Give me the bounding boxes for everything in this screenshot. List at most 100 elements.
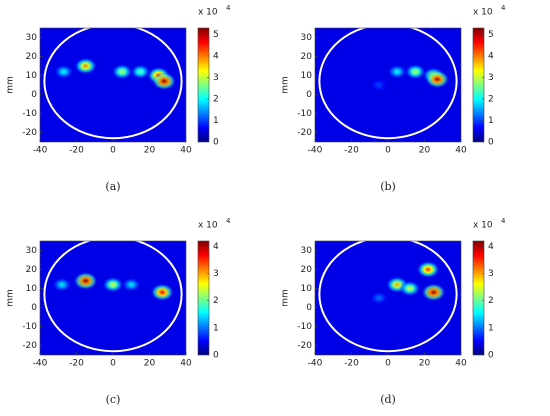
colorbar-tick-label: 5 <box>488 30 494 40</box>
x-tick-label: 0 <box>110 146 116 156</box>
colorbar-label: x 10 <box>473 221 493 231</box>
y-tick-label: -10 <box>22 322 37 332</box>
x-tick-label: 40 <box>180 146 192 156</box>
panel-label: (a) <box>105 180 120 193</box>
hotspot <box>369 291 388 305</box>
x-tick-label: -20 <box>69 146 84 156</box>
y-tick-label: 0 <box>306 303 312 313</box>
hotspot <box>102 276 124 293</box>
x-tick-label: 40 <box>180 359 192 369</box>
colorbar-tick-label: 0 <box>213 138 219 148</box>
y-axis-label: mm <box>281 76 291 94</box>
x-tick-label: 20 <box>144 146 156 156</box>
y-tick-label: 10 <box>301 284 313 294</box>
x-tick-label: 0 <box>110 359 116 369</box>
y-tick-label: 10 <box>26 284 38 294</box>
colorbar-tick-label: 3 <box>213 269 219 279</box>
colorbar-tick-label: 1 <box>213 116 219 126</box>
region-outline <box>318 241 458 353</box>
heatmap <box>43 28 183 140</box>
colorbar-label: x 10 <box>473 8 493 18</box>
x-tick-label: -20 <box>69 359 84 369</box>
x-tick-label: 20 <box>419 146 431 156</box>
x-tick-label: 20 <box>144 359 156 369</box>
region-outline <box>318 28 458 140</box>
hotspot <box>74 57 97 75</box>
region-outline <box>43 28 183 140</box>
y-tick-label: 30 <box>26 246 38 256</box>
x-tick-label: -20 <box>344 146 359 156</box>
x-tick-label: -20 <box>344 359 359 369</box>
hotspot <box>399 280 421 297</box>
colorbar-tick-label: 1 <box>488 116 494 126</box>
colorbar-label: x 10 <box>198 221 218 231</box>
y-tick-label: 30 <box>301 246 313 256</box>
region-outline <box>43 241 183 353</box>
y-tick-label: 0 <box>31 303 37 313</box>
colorbar <box>472 27 485 143</box>
colorbar-label: x 10 <box>198 8 218 18</box>
hotspot <box>421 283 446 302</box>
x-tick-label: 40 <box>455 146 467 156</box>
colorbar-tick-label: 2 <box>213 296 219 306</box>
panel-label: (c) <box>106 393 121 406</box>
colorbar-tick-label: 4 <box>488 51 494 61</box>
y-tick-label: 30 <box>301 33 313 43</box>
colorbar-tick-label: 4 <box>213 51 219 61</box>
hotspot <box>73 271 98 290</box>
colorbar-exponent: 4 <box>226 217 231 225</box>
hotspot <box>130 64 151 80</box>
hotspot <box>111 64 133 80</box>
y-axis-label: mm <box>281 289 291 307</box>
colorbar-tick-label: 5 <box>213 30 219 40</box>
hotspot <box>416 261 440 278</box>
heatmap <box>318 241 458 353</box>
heatmap <box>43 241 183 353</box>
y-tick-label: 20 <box>301 52 313 62</box>
y-axis-label: mm <box>6 289 16 307</box>
y-tick-label: 10 <box>26 71 38 81</box>
colorbar-tick-label: 0 <box>213 351 219 361</box>
hotspot <box>150 283 174 302</box>
colorbar-tick-label: 2 <box>213 94 219 104</box>
y-tick-label: -20 <box>22 128 37 138</box>
y-tick-label: 20 <box>301 265 313 275</box>
hotspot <box>425 70 450 89</box>
hotspot <box>152 72 177 91</box>
colorbar-exponent: 4 <box>501 4 506 12</box>
hotspot <box>405 64 426 80</box>
x-tick-label: 20 <box>419 359 431 369</box>
y-tick-label: 0 <box>306 90 312 100</box>
colorbar-tick-label: 3 <box>488 73 494 83</box>
y-tick-label: -20 <box>297 341 312 351</box>
y-axis-label: mm <box>6 76 16 94</box>
x-tick-label: -40 <box>33 146 48 156</box>
colorbar-tick-label: 2 <box>488 296 494 306</box>
hotspot <box>52 277 72 292</box>
hotspot <box>387 64 407 79</box>
colorbar-tick-label: 0 <box>488 351 494 361</box>
x-tick-label: -40 <box>308 359 323 369</box>
y-tick-label: 10 <box>301 71 313 81</box>
colorbar-tick-label: 2 <box>488 94 494 104</box>
y-tick-label: 20 <box>26 52 38 62</box>
y-tick-label: -10 <box>22 109 37 119</box>
colorbar <box>197 240 210 356</box>
y-tick-label: 30 <box>26 33 38 43</box>
x-tick-label: 0 <box>385 359 391 369</box>
colorbar-tick-label: 4 <box>213 242 219 252</box>
hotspot <box>121 277 141 292</box>
colorbar <box>472 240 485 356</box>
colorbar-exponent: 4 <box>226 4 231 12</box>
colorbar-tick-label: 1 <box>488 323 494 333</box>
x-tick-label: 0 <box>385 146 391 156</box>
colorbar-tick-label: 1 <box>213 323 219 333</box>
colorbar-tick-label: 3 <box>213 73 219 83</box>
x-tick-label: -40 <box>308 146 323 156</box>
colorbar-tick-label: 3 <box>488 269 494 279</box>
colorbar-exponent: 4 <box>501 217 506 225</box>
heatmap <box>318 28 458 140</box>
y-tick-label: 20 <box>26 265 38 275</box>
hotspot <box>370 78 388 92</box>
